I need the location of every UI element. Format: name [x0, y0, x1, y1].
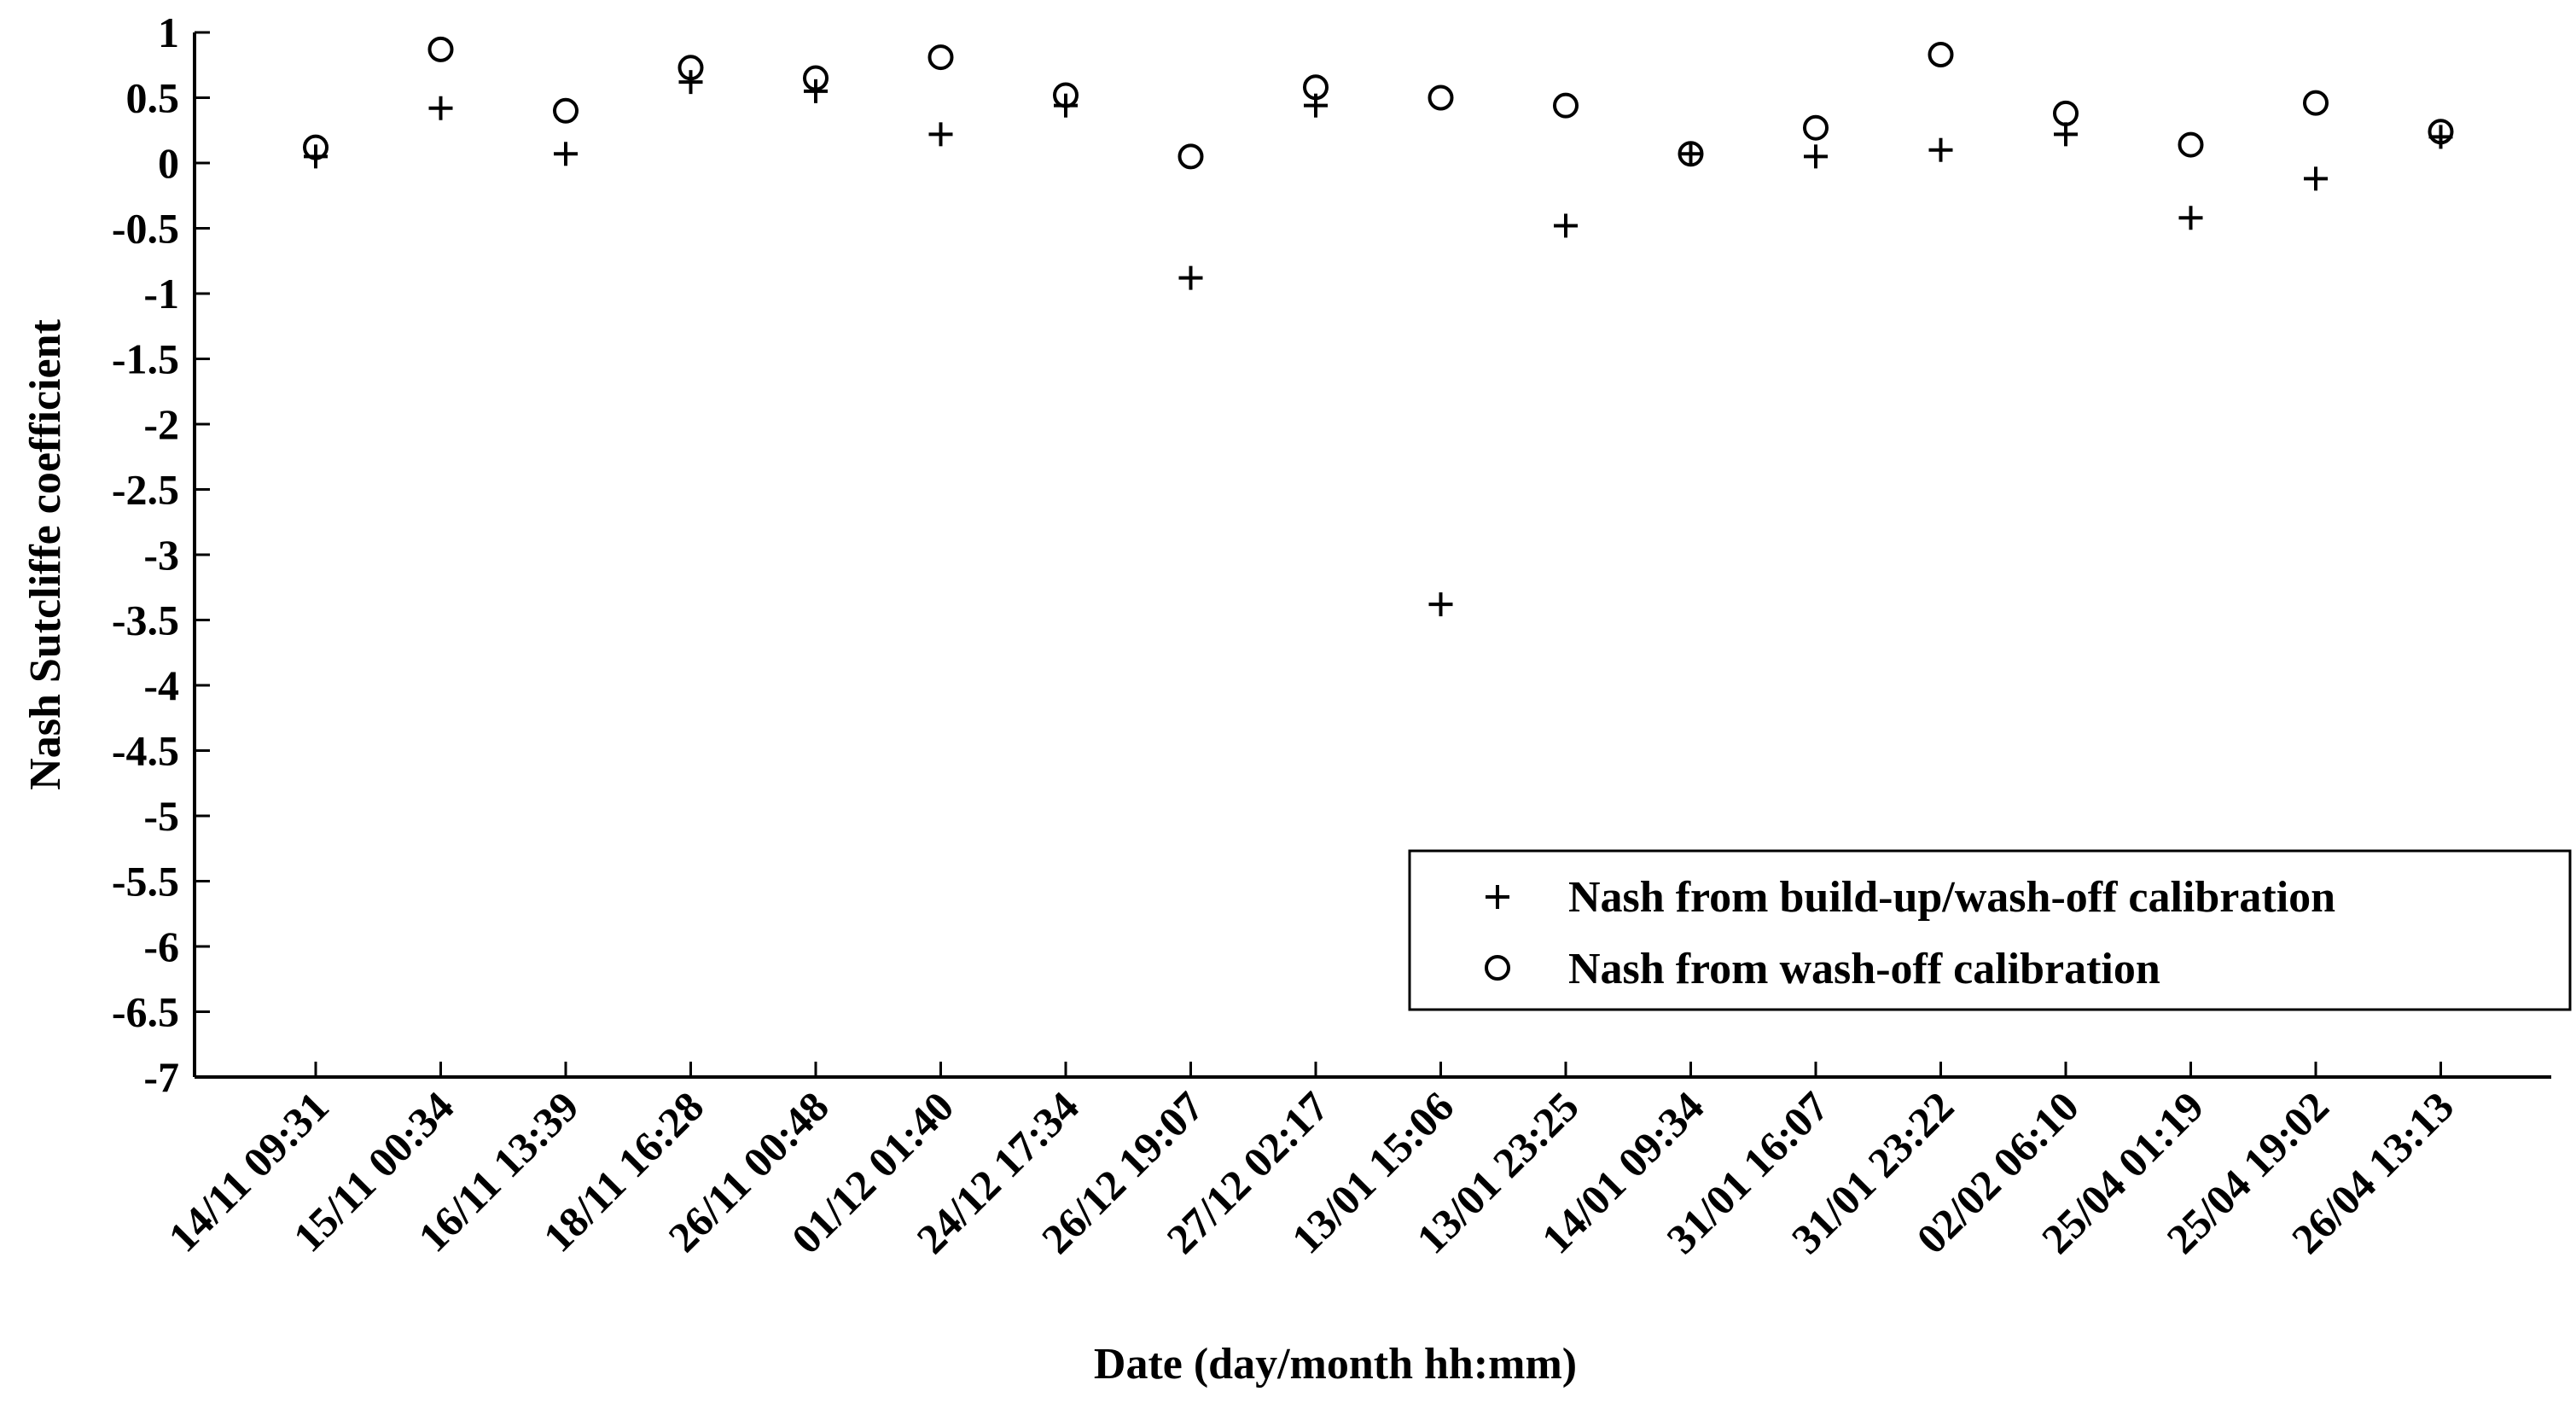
y-ticks: 1 0.5 0 -0.5 -1 -1.5 -2 -2.5 -3 -3.5 -4 -4.5 -5 -5.5 -… [112, 9, 210, 1101]
point-plus-marker [804, 79, 828, 103]
y-tick-label: -3.5 [112, 597, 179, 644]
legend-circle-symbol [1485, 955, 1510, 981]
point-circle-marker [927, 44, 954, 71]
y-tick-label: -1.5 [112, 335, 179, 383]
y-tick-label: -3 [143, 531, 179, 579]
y-tick-label: -0.5 [112, 205, 179, 253]
y-tick-label: -7 [143, 1053, 179, 1101]
point-plus-marker [1428, 592, 1453, 617]
legend-box [1408, 849, 2572, 1011]
y-tick-label: 0 [158, 139, 179, 187]
y-tick-label: -5.5 [112, 858, 179, 905]
data-markers [303, 36, 2454, 617]
point-circle-marker [1428, 84, 1454, 111]
point-plus-marker [1554, 213, 1578, 238]
point-plus-marker [1804, 144, 1828, 169]
y-tick-label: -1 [143, 270, 179, 317]
legend-label-build-up-wash-off: Nash from build-up/wash-off calibration [1568, 873, 2335, 922]
point-plus-marker [2054, 122, 2078, 147]
legend: Nash from build-up/wash-off calibration … [1408, 849, 2572, 1011]
point-circle-marker [303, 134, 329, 160]
y-axis-title: Nash Sutcliffe coefficient [21, 319, 70, 790]
point-plus-marker [2178, 206, 2203, 230]
y-tick-label: -4 [143, 661, 179, 709]
y-tick-label: -6 [143, 923, 179, 970]
y-tick-label: 0.5 [126, 74, 180, 122]
point-circle-marker [1553, 92, 1579, 119]
y-tick-label: -2.5 [112, 466, 179, 514]
point-circle-marker [1053, 82, 1079, 108]
point-plus-marker [554, 142, 578, 166]
point-circle-marker [1928, 42, 1954, 68]
legend-plus-symbol [1486, 885, 1509, 909]
point-plus-marker [428, 96, 453, 120]
point-circle-marker [677, 55, 704, 81]
point-plus-marker [1178, 265, 1203, 290]
point-plus-marker [1928, 137, 1953, 162]
point-circle-marker [1303, 74, 1329, 101]
point-plus-marker [2304, 166, 2328, 191]
point-circle-marker [427, 36, 454, 62]
point-circle-marker [1678, 141, 1704, 167]
point-plus-marker [1678, 142, 1703, 166]
point-circle-marker [2428, 119, 2454, 145]
y-tick-label: -4.5 [112, 727, 179, 775]
point-circle-marker [1178, 143, 1204, 170]
point-circle-marker [2303, 90, 2329, 116]
point-circle-marker [803, 65, 829, 91]
y-tick-label: -2 [143, 400, 179, 448]
point-circle-marker [1803, 114, 1829, 141]
legend-marker-circle [1485, 955, 1510, 981]
y-tick-label: -5 [143, 792, 179, 840]
y-tick-label: 1 [158, 9, 179, 56]
y-tick-label: -6.5 [112, 988, 179, 1036]
point-plus-marker [928, 122, 953, 147]
x-axis-title: Date (day/month hh:mm) [1094, 1340, 1577, 1389]
point-circle-marker [2178, 131, 2204, 158]
point-circle-marker [2053, 100, 2079, 126]
legend-marker-plus [1486, 885, 1509, 909]
legend-label-wash-off: Nash from wash-off calibration [1568, 945, 2160, 993]
point-plus-marker [678, 70, 703, 95]
point-circle-marker [553, 97, 579, 124]
